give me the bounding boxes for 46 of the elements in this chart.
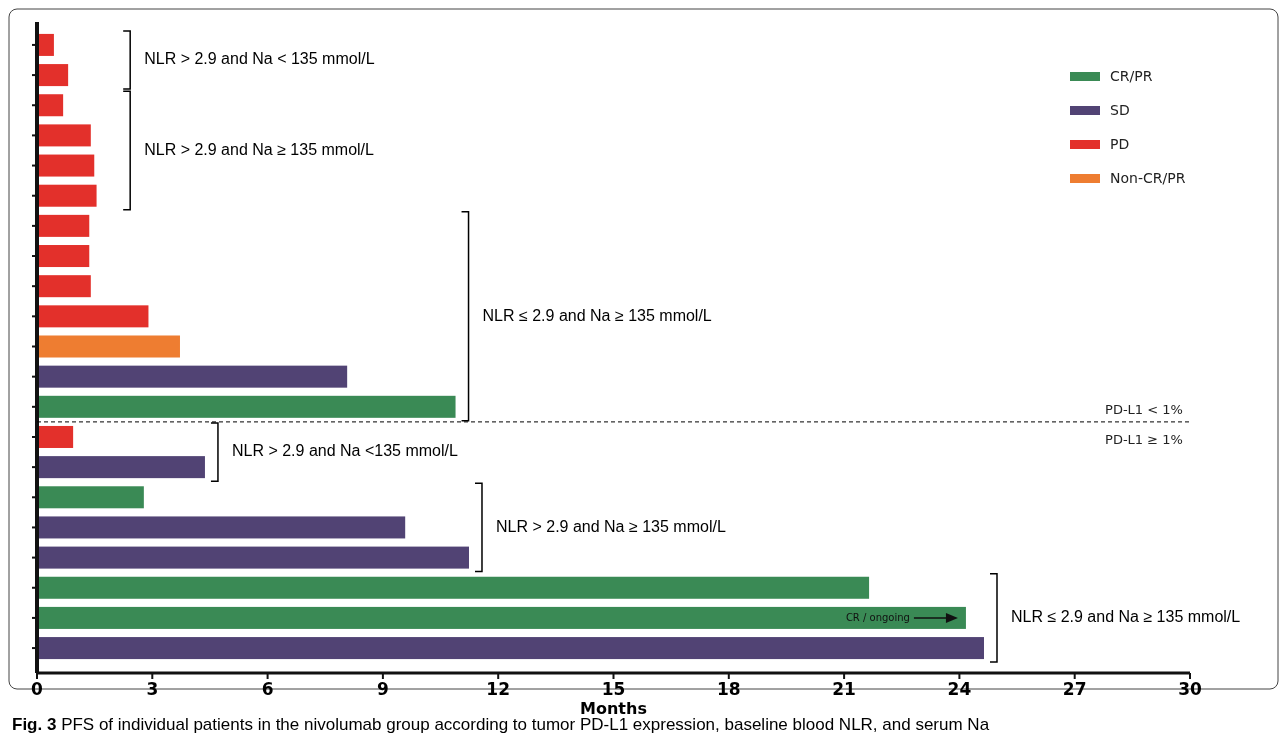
x-tick-label: 3 [146,679,159,699]
bar [37,516,406,539]
annotation: NLR ≤ 2.9 and Na ≥ 135 mmol/L [482,306,712,324]
annotation: NLR > 2.9 and Na ≥ 135 mmol/L [144,140,375,158]
legend-label: Non-CR/PR [1110,170,1186,186]
bar [37,576,870,599]
caption: Fig. 3 PFS of individual patients in the nivolumab group according to tumor PD-L1 expression, baseline blood NLR, and serum Na [12,715,990,734]
bar [37,305,149,328]
x-tick-label: 9 [376,679,389,699]
bar [37,245,90,268]
annotation: PD-L1 ≥ 1% [1105,431,1183,447]
bar [37,425,74,448]
bar [37,456,205,479]
x-tick-label: 0 [31,679,44,699]
legend-label: PD [1110,136,1130,152]
annotation: PD-L1 < 1% [1105,401,1183,417]
bar [37,395,456,418]
bar [37,637,984,660]
legend-label: SD [1110,102,1130,118]
bar [37,546,469,569]
bar [37,486,144,509]
bar [37,335,180,358]
bar [37,275,91,298]
legend-label: CR/PR [1110,68,1153,84]
x-tick-label: 12 [486,679,511,699]
bar [37,154,95,177]
x-tick-label: 30 [1178,679,1202,699]
x-tick-label: 24 [947,679,972,699]
x-tick-label: 18 [716,679,741,699]
annotation: NLR ≤ 2.9 and Na ≥ 135 mmol/L [1011,608,1241,626]
x-tick-label: 27 [1062,679,1087,699]
x-tick-label: 21 [832,679,856,699]
bar [37,94,64,117]
annotation: NLR > 2.9 and Na <135 mmol/L [231,442,458,460]
bar [37,606,966,629]
bar [37,124,91,147]
annotation: NLR > 2.9 and Na < 135 mmol/L [144,50,375,68]
bar [37,64,69,87]
x-tick-label: 6 [261,679,274,699]
annotation: NLR > 2.9 and Na ≥ 135 mmol/L [495,517,726,535]
x-axis-title: Months [580,699,647,718]
x-tick-label: 15 [601,679,626,699]
bar [37,365,348,388]
annotation: CR / ongoing [845,611,910,623]
bar [37,214,90,237]
bar [37,184,97,207]
